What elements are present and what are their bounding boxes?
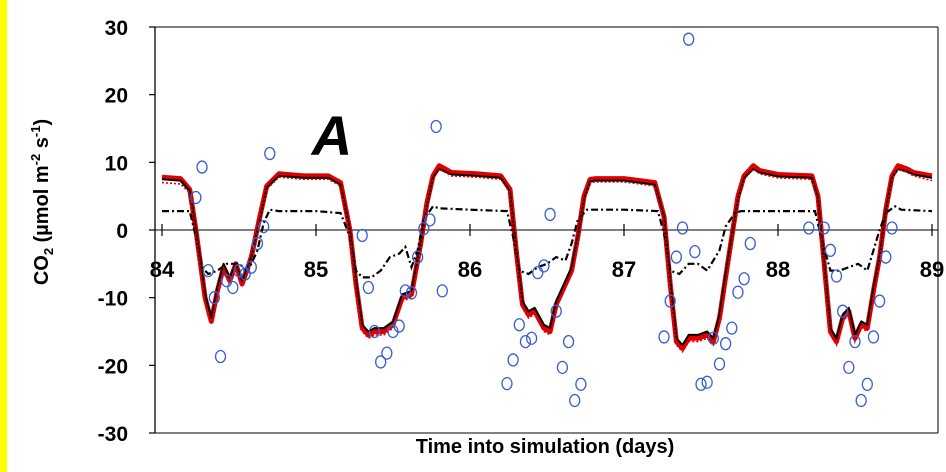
observed-point (214, 349, 227, 364)
y-axis-title-sup1: -2 (28, 154, 43, 166)
observed-point (251, 236, 264, 251)
observed-point (399, 284, 411, 298)
observed-point (676, 221, 689, 235)
observed-point (544, 207, 556, 222)
observed-point (861, 377, 873, 391)
observed-point (538, 259, 550, 273)
observed-point (264, 146, 276, 161)
observed-point (719, 337, 732, 351)
y-axis-title-s: s (31, 137, 53, 154)
observed-point (556, 360, 569, 375)
observed-point (569, 393, 581, 408)
observed-point (375, 355, 387, 369)
series-black-solid-line (161, 168, 933, 346)
observed-point (867, 330, 880, 344)
observed-point (245, 260, 257, 274)
observed-point (695, 377, 707, 391)
y-tick-label: 30 (105, 17, 128, 40)
observed-point (843, 360, 855, 375)
observed-point (562, 334, 575, 349)
y-tick-label: -20 (98, 355, 128, 378)
observed-point (532, 265, 544, 280)
x-tick-label: 88 (766, 257, 790, 282)
observed-point (430, 119, 442, 134)
series-layer (161, 32, 933, 408)
observed-point (519, 334, 532, 349)
observed-point (424, 213, 436, 227)
y-axis-title-close: ) (31, 119, 53, 126)
series-black-dashdot-line (162, 204, 933, 279)
observed-point (356, 228, 368, 243)
x-tick-label: 84 (150, 257, 175, 282)
observed-point (886, 221, 898, 235)
observed-point (664, 294, 676, 308)
y-axis-ticks: -30 -20 -10 0 10 20 30 (98, 17, 155, 446)
observed-point (221, 274, 233, 288)
y-axis-title-co: CO (31, 255, 53, 285)
observed-point (803, 221, 815, 235)
observed-point (550, 304, 562, 318)
observed-point (227, 280, 239, 295)
observed-point (744, 236, 756, 251)
observed-point (818, 221, 830, 235)
observed-point (362, 280, 375, 295)
x-axis-ticks: 84 85 86 87 88 89 (150, 224, 944, 282)
observed-point (670, 250, 683, 264)
observed-point (393, 319, 405, 333)
observed-point (880, 250, 892, 264)
x-tick-label: 89 (920, 257, 944, 282)
panel-label-a: A (310, 104, 352, 167)
y-tick-label: -10 (98, 288, 128, 311)
observed-point (726, 321, 738, 335)
observed-point (239, 267, 251, 281)
observed-point (713, 357, 726, 371)
observed-point (873, 294, 886, 308)
y-axis-title: CO2 (µmol m-2 s-1) (28, 119, 56, 285)
observed-point (701, 375, 713, 389)
observed-point (411, 250, 424, 264)
y-tick-label: 0 (116, 220, 128, 243)
observed-point (202, 263, 214, 278)
observed-point (525, 331, 538, 345)
observed-point (824, 243, 837, 257)
y-axis-title-subscript: 2 (41, 248, 56, 255)
observed-point (418, 221, 430, 236)
x-tick-label: 86 (458, 257, 482, 282)
observed-point (368, 324, 381, 339)
observed-point (405, 286, 418, 300)
observed-point (381, 346, 393, 360)
y-axis-title-sup2: -1 (28, 125, 43, 137)
observed-point (233, 263, 245, 278)
observed-point (513, 318, 525, 332)
x-axis-title: Time into simulation (days) (416, 436, 675, 458)
observed-point (507, 353, 519, 367)
observed-point (190, 190, 202, 205)
x-tick-label: 87 (612, 257, 636, 282)
observed-point (732, 285, 744, 299)
observed-point (849, 334, 861, 349)
yellow-accent-strip (0, 0, 7, 472)
observed-point (837, 304, 849, 318)
observed-point (855, 393, 867, 408)
observed-point (501, 376, 513, 391)
observed-point (683, 32, 695, 46)
observed-point (707, 331, 719, 345)
y-tick-label: 20 (105, 85, 128, 108)
observed-point (436, 284, 448, 298)
observed-point (689, 245, 701, 259)
y-axis-title-units: (µmol m (31, 165, 53, 248)
observed-point (738, 272, 750, 286)
y-tick-label: -30 (98, 423, 128, 446)
observed-point (257, 219, 270, 234)
observed-point (830, 269, 843, 283)
observed-point (208, 291, 221, 305)
series-red-dotted-line (161, 168, 933, 354)
observed-point (575, 377, 587, 391)
y-tick-label: 10 (105, 152, 128, 175)
observed-point (196, 160, 208, 174)
x-tick-label: 85 (304, 257, 328, 282)
observed-point (658, 330, 670, 344)
